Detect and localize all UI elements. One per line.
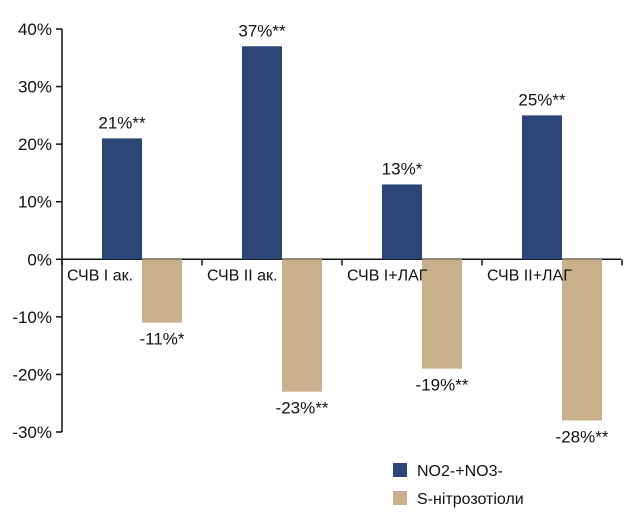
bar-s-nitrosothiols: [562, 259, 602, 421]
bars-layer: [102, 46, 602, 421]
category-label: СЧВ І ак.: [67, 267, 133, 284]
legend: NO2-+NO3- S-нітрозотіоли: [393, 463, 524, 508]
bar-s-nitrosothiols: [282, 259, 322, 392]
y-tick-label: -10%: [12, 308, 52, 327]
category-label: СЧВ ІІ ак.: [207, 267, 277, 284]
y-tick-label: 40%: [18, 20, 52, 39]
y-tick-label: -20%: [12, 365, 52, 384]
bar-no2-no3: [382, 184, 422, 260]
bar-no2-no3: [242, 46, 282, 260]
bar-s-nitrosothiols: [142, 259, 182, 323]
category-label: СЧВ ІІ+ЛАГ: [487, 267, 572, 284]
bar-no2-no3: [102, 138, 142, 260]
y-tick-label: -30%: [12, 423, 52, 442]
data-label-s-nitrosothiols: -23%**: [276, 399, 329, 418]
category-label: СЧВ І+ЛАГ: [347, 267, 428, 284]
data-label-no2-no3: 21%**: [98, 113, 146, 132]
data-label-no2-no3: 37%**: [238, 21, 286, 40]
bar-s-nitrosothiols: [422, 259, 462, 369]
data-label-s-nitrosothiols: -11%*: [139, 330, 184, 349]
data-label-s-nitrosothiols: -28%**: [556, 427, 609, 446]
data-label-no2-no3: 25%**: [518, 90, 566, 109]
data-label-s-nitrosothiols: -19%**: [416, 376, 469, 395]
labels-layer: 21%** -11%* СЧВ І ак. 37%** -23%** СЧВ ІІ ак.…: [67, 21, 609, 446]
data-label-no2-no3: 13%*: [382, 159, 423, 178]
y-tick-label: 0%: [27, 250, 52, 269]
y-tick-label: 30%: [18, 78, 52, 97]
y-tick-label: 10%: [18, 193, 52, 212]
legend-label-no2-no3: NO2-+NO3-: [417, 463, 503, 480]
legend-label-s-nitrosothiols: S-нітрозотіоли: [417, 491, 524, 508]
bar-no2-no3: [522, 115, 562, 260]
legend-swatch-s-nitrosothiols: [393, 491, 407, 505]
legend-swatch-no2-no3: [393, 463, 407, 477]
y-tick-label: 20%: [18, 135, 52, 154]
